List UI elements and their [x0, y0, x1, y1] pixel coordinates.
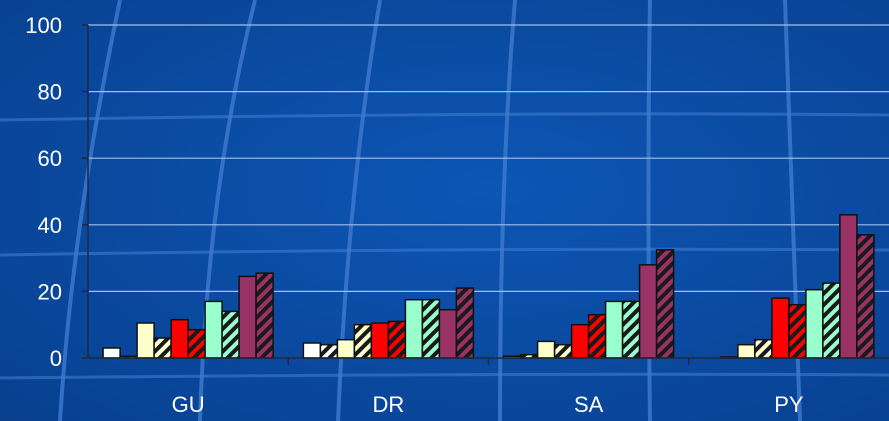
axes — [82, 24, 889, 365]
bar-py-series-5 — [771, 297, 790, 359]
bar-py-series-7 — [805, 288, 824, 359]
bar-gu-series-10 — [255, 272, 274, 359]
bar-sa-series-8 — [621, 300, 641, 359]
x-category-label: SA — [574, 392, 604, 417]
y-tick-label: 60 — [38, 146, 62, 171]
x-axis-labels: GU DR SA PY — [172, 392, 804, 417]
bar-py-series-10 — [856, 234, 875, 359]
y-tick-label: 0 — [50, 346, 62, 371]
bar-sa-series-3 — [536, 340, 556, 359]
bar-dr-series-9 — [438, 308, 458, 359]
bar-dr-series-10 — [455, 287, 475, 359]
y-tick-label: 40 — [38, 213, 62, 238]
bar-gu-series-4 — [153, 337, 172, 359]
gridlines — [88, 24, 889, 292]
y-tick-label: 80 — [38, 80, 62, 105]
bar-sa-series-9 — [638, 264, 658, 359]
bar-py-series-9 — [839, 214, 858, 359]
bar-dr-series-2 — [319, 343, 339, 359]
bar-gu-series-1 — [102, 347, 121, 359]
x-category-label: PY — [774, 392, 804, 417]
bar-dr-series-7 — [404, 298, 424, 359]
bar-dr-series-8 — [421, 298, 441, 359]
bar-gu-series-9 — [238, 275, 257, 359]
bar-sa-series-7 — [604, 300, 624, 359]
x-category-label: GU — [172, 392, 205, 417]
y-tick-label: 20 — [38, 279, 62, 304]
y-tick-label: 100 — [25, 13, 62, 38]
bar-dr-series-6 — [387, 320, 407, 359]
bar-py-series-6 — [788, 303, 807, 359]
y-axis-ticks: 0 20 40 60 80 100 — [25, 13, 62, 371]
bar-sa-series-6 — [587, 313, 607, 359]
x-category-label: DR — [372, 392, 404, 417]
bar-dr-series-5 — [370, 322, 390, 359]
bar-dr-series-3 — [336, 338, 356, 359]
bar-py-series-8 — [822, 282, 841, 359]
bar-dr-series-4 — [353, 323, 373, 359]
bar-gu-series-6 — [187, 328, 206, 359]
bar-py-series-4 — [754, 338, 773, 359]
bar-py-series-3 — [737, 343, 756, 359]
bar-gu-series-7 — [204, 300, 223, 359]
bar-gu-series-5 — [170, 318, 189, 359]
bar-gu-series-3 — [136, 322, 155, 359]
bar-sa-series-5 — [570, 323, 590, 359]
bar-gu-series-8 — [221, 310, 240, 359]
bar-dr-series-1 — [302, 342, 322, 359]
bar-sa-series-4 — [553, 343, 573, 359]
bar-sa-series-10 — [655, 249, 675, 359]
